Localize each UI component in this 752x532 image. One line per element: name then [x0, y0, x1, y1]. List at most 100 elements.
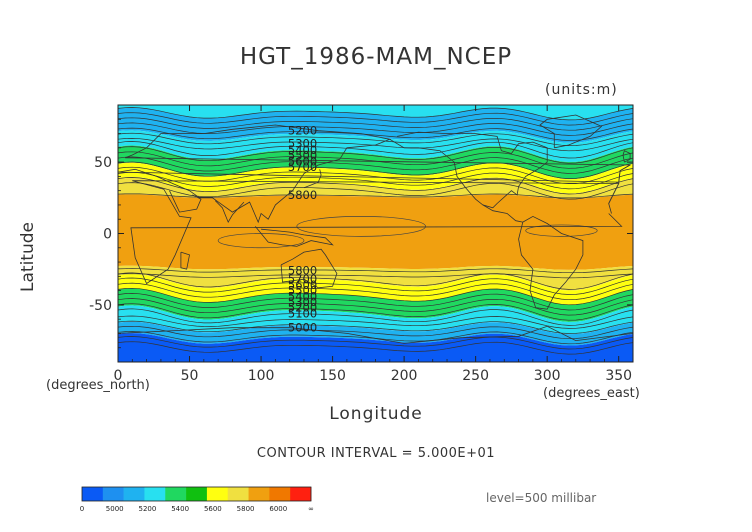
- colorbar-cell-4: [165, 487, 187, 501]
- chart-title: HGT_1986-MAM_NCEP: [239, 44, 513, 70]
- contour-line-5: [117, 132, 634, 146]
- contour-line-1: [117, 112, 634, 126]
- coastline-2: [169, 190, 202, 213]
- y-tick-label-1: 0: [103, 227, 112, 243]
- contour-line-15: [117, 182, 634, 200]
- band-9: [118, 288, 633, 322]
- contour-line-27: [117, 315, 634, 329]
- contour-line-22: [117, 287, 634, 306]
- contour-line-24: [117, 298, 634, 316]
- x-tick-label-0: 0: [114, 368, 123, 384]
- coastline-8: [482, 204, 523, 223]
- colorbar-cell-0: [82, 487, 104, 501]
- band-10: [118, 305, 633, 335]
- contour-lines-layer: [117, 107, 634, 355]
- colorbar-cell-5: [186, 487, 208, 501]
- colorbar-cell-9: [269, 487, 291, 501]
- coastline-6: [303, 169, 322, 189]
- y-unit-label: (degrees_north): [46, 378, 150, 393]
- colorbar-label-3: 5400: [171, 505, 189, 513]
- x-tick-label-4: 200: [391, 368, 418, 384]
- colorbar-cell-2: [123, 487, 145, 501]
- x-axis-label: Longitude: [329, 404, 423, 424]
- contour-label-0: 5200: [288, 124, 317, 138]
- colorbar-label-7: ∞: [308, 505, 314, 513]
- colorbar-label-0: 0: [80, 505, 84, 513]
- contour-label-11: 5400: [288, 289, 317, 303]
- contour-line-20: [117, 277, 634, 295]
- coastline-7: [389, 131, 548, 209]
- contour-line-29: [117, 325, 634, 340]
- coastline-0: [130, 180, 623, 285]
- coastline-wrap: [608, 164, 631, 214]
- contour-line-2: [117, 117, 634, 131]
- coastline-12: [180, 251, 190, 270]
- x-tick-label-7: 350: [605, 368, 632, 384]
- contour-label-13: 5200: [288, 301, 317, 315]
- coastline-layer: [117, 114, 634, 344]
- colorbar-label-6: 6000: [269, 505, 287, 513]
- axes-layer: 0 50 100 150 200 250 300 350 -50 0 50: [89, 104, 634, 384]
- contour-interval-text: CONTOUR INTERVAL = 5.000E+01: [256, 446, 496, 461]
- contour-line-21: [117, 282, 634, 301]
- contour-label-8: 5700: [288, 272, 317, 286]
- x-unit-label: (degrees_east): [543, 386, 640, 401]
- level-text: level=500 millibar: [486, 491, 597, 505]
- contour-line-18: [117, 273, 634, 279]
- coastline-13: [117, 325, 634, 344]
- band-3: [118, 145, 633, 180]
- units-label: (units:m): [545, 82, 618, 98]
- band-8: [118, 274, 633, 305]
- colorbar-label-5: 5800: [237, 505, 255, 513]
- colorbar-cell-6: [206, 487, 229, 501]
- contour-line-31: [117, 336, 634, 350]
- coastline-4: [254, 226, 334, 247]
- contour-label-6: 5800: [288, 188, 317, 202]
- contour-label-10: 5500: [288, 284, 317, 298]
- coastline-1: [117, 124, 632, 224]
- contour-label-2: 5400: [288, 143, 317, 157]
- colorbar-cell-7: [227, 487, 249, 501]
- band-0: [118, 105, 633, 120]
- band-5: [118, 176, 633, 199]
- coastline-5: [280, 248, 338, 289]
- coastline-9: [518, 215, 584, 310]
- contour-label-7: 5800: [288, 264, 317, 278]
- y-tick-label-2: 50: [94, 155, 112, 171]
- contour-line-4: [117, 127, 634, 141]
- tropical-contour-2: [525, 224, 598, 237]
- band-7: [118, 265, 633, 291]
- x-tick-label-5: 250: [462, 368, 489, 384]
- contour-label-1: 5300: [288, 137, 317, 151]
- colorbar-cell-1: [102, 487, 124, 501]
- x-tick-label-3: 150: [319, 368, 346, 384]
- band-2: [118, 130, 633, 162]
- colorbar: 0 5000 5200 5400 5600 5800 6000 ∞: [80, 486, 314, 513]
- band-4: [118, 162, 633, 194]
- coastline-11: [622, 150, 631, 163]
- contour-line-11: [117, 161, 634, 179]
- tropical-contour-0: [296, 216, 426, 237]
- band-6: [118, 194, 633, 270]
- x-tick-label-1: 50: [181, 368, 199, 384]
- contour-line-14: [117, 177, 634, 195]
- coastline-10: [539, 114, 603, 149]
- y-tick-label-0: -50: [89, 298, 112, 314]
- contour-label-14: 5100: [288, 306, 317, 320]
- x-tick-label-2: 100: [248, 368, 275, 384]
- colorbar-label-4: 5600: [204, 505, 222, 513]
- contour-line-26: [117, 308, 634, 326]
- colorbar-cell-10: [290, 487, 312, 501]
- contour-line-25: [117, 303, 634, 321]
- band-12: [118, 333, 633, 362]
- contour-label-9: 5600: [288, 278, 317, 292]
- contour-label-4: 5600: [288, 154, 317, 168]
- coastline-3: [215, 200, 245, 224]
- contour-line-0: [117, 107, 634, 121]
- contour-label-3: 5500: [288, 149, 317, 163]
- contour-line-17: [117, 268, 634, 274]
- contour-line-28: [117, 320, 634, 334]
- contour-label-5: 5700: [288, 160, 317, 174]
- contour-labels-layer: 5200530054005500560057005800580057005600…: [288, 124, 317, 335]
